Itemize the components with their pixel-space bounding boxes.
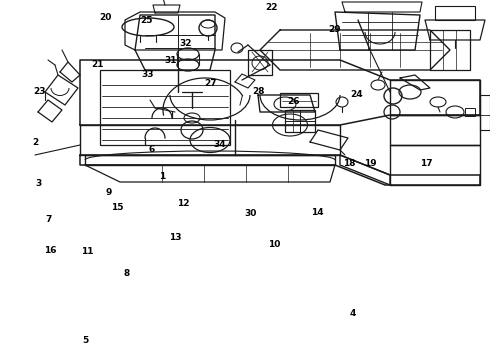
Text: 14: 14: [311, 208, 323, 217]
Text: 13: 13: [169, 233, 182, 242]
Text: 17: 17: [420, 159, 433, 168]
Text: 27: 27: [204, 79, 217, 88]
Text: 22: 22: [266, 3, 278, 12]
Bar: [285, 110, 315, 132]
Text: 28: 28: [252, 87, 265, 96]
Bar: [280, 93, 318, 107]
Text: 32: 32: [179, 40, 192, 49]
Bar: [465, 108, 475, 116]
Text: 31: 31: [164, 56, 177, 65]
Text: 20: 20: [99, 13, 112, 22]
Bar: [435, 6, 475, 20]
Text: 23: 23: [33, 87, 46, 96]
Text: 34: 34: [213, 140, 226, 149]
Text: 10: 10: [268, 240, 281, 249]
Text: 18: 18: [343, 159, 355, 168]
Text: 9: 9: [105, 188, 112, 197]
Text: 6: 6: [149, 145, 155, 154]
Text: 21: 21: [91, 60, 103, 69]
Text: 26: 26: [287, 97, 299, 106]
Text: 24: 24: [350, 90, 363, 99]
Text: 19: 19: [364, 159, 376, 168]
Text: 12: 12: [177, 199, 190, 208]
Text: 33: 33: [142, 71, 154, 80]
Text: 30: 30: [245, 209, 257, 217]
Text: 3: 3: [35, 179, 41, 188]
Text: 4: 4: [349, 309, 356, 318]
Text: 7: 7: [46, 215, 52, 224]
Text: 8: 8: [123, 269, 129, 278]
Text: 15: 15: [111, 202, 124, 211]
Text: 29: 29: [328, 25, 341, 34]
Text: 16: 16: [44, 246, 56, 255]
Text: 2: 2: [32, 138, 38, 147]
Bar: [100, 70, 230, 145]
Text: 5: 5: [83, 336, 89, 345]
Text: 25: 25: [140, 17, 152, 26]
Text: 11: 11: [81, 248, 94, 256]
Text: 1: 1: [159, 172, 165, 181]
